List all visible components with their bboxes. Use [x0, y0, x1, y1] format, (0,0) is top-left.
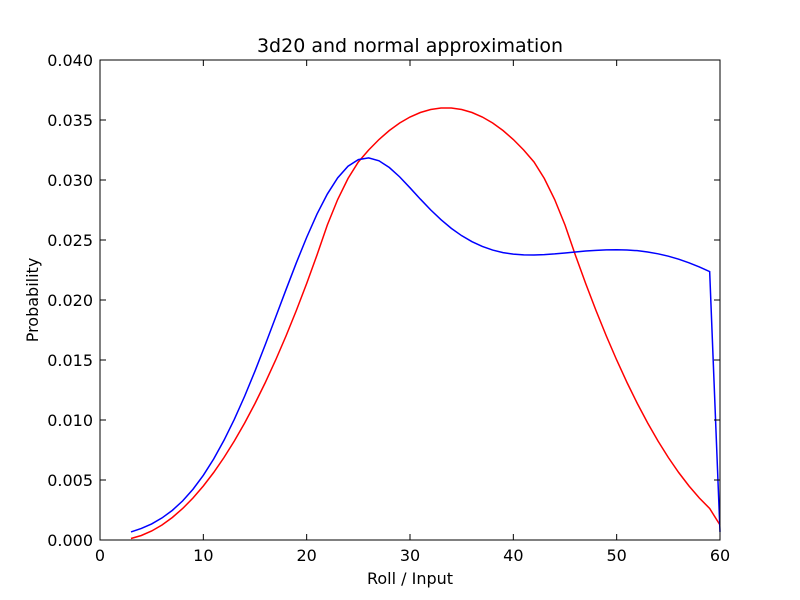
y-tick-label: 0.000	[47, 531, 93, 550]
x-tick-label: 60	[710, 546, 730, 565]
x-tick-label: 10	[193, 546, 213, 565]
chart-title: 3d20 and normal approximation	[257, 35, 563, 57]
y-tick-label: 0.020	[47, 291, 93, 310]
series-line-0	[130, 107, 721, 540]
y-tick-label: 0.035	[47, 111, 93, 130]
x-tick-label: 50	[606, 546, 626, 565]
x-tick-label: 40	[503, 546, 523, 565]
series-line-1	[130, 157, 721, 533]
y-tick-label: 0.025	[47, 231, 93, 250]
x-tick-label: 0	[95, 546, 105, 565]
y-axis-label: Probability	[23, 258, 42, 343]
x-axis-label: Roll / Input	[367, 569, 453, 588]
y-tick-label: 0.005	[47, 471, 93, 490]
y-tick-label: 0.040	[47, 51, 93, 70]
axes-layer: 0 10 20 30 40 50 60 0.000 0.005 0.010 0.015 0.020 0.…	[47, 51, 730, 565]
y-tick-label: 0.010	[47, 411, 93, 430]
x-tick-label: 20	[296, 546, 316, 565]
x-tick-label: 30	[400, 546, 420, 565]
series-layer	[130, 107, 721, 540]
y-tick-label: 0.030	[47, 171, 93, 190]
y-tick-label: 0.015	[47, 351, 93, 370]
